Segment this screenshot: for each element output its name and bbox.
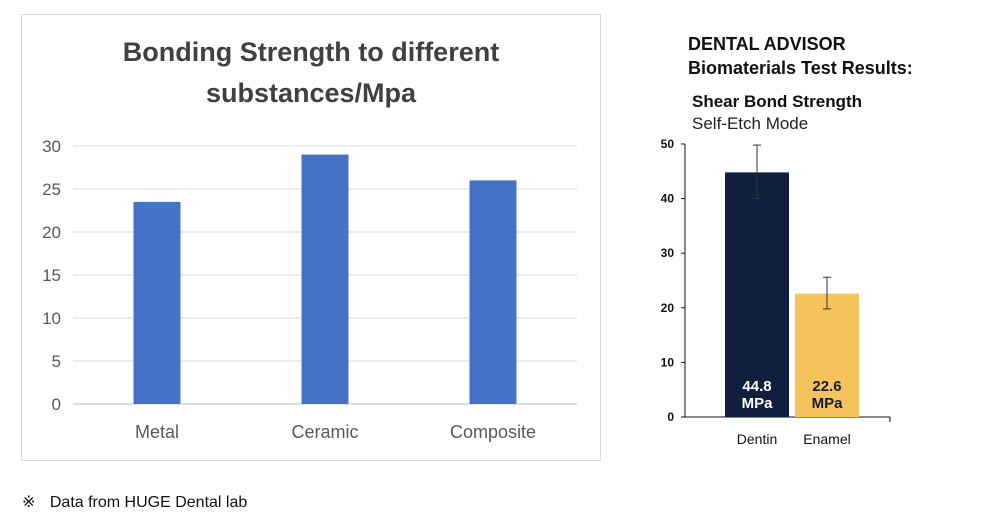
bar-metal <box>133 201 181 404</box>
reference-mark-icon: ※ <box>22 494 36 511</box>
y-tick-label: 15 <box>42 266 61 285</box>
value-label-dentin: 44.8 <box>742 378 771 395</box>
bar-composite <box>469 180 517 404</box>
left-chart-frame <box>21 14 601 461</box>
y-tick-label: 20 <box>661 301 675 315</box>
x-category-label: Composite <box>450 422 536 442</box>
x-category-label: Ceramic <box>291 422 358 442</box>
x-category-label: Dentin <box>737 431 777 447</box>
bar-ceramic <box>301 154 349 404</box>
bonding-strength-chart: Bonding Strength to different substances… <box>42 37 577 442</box>
metric-heading: Shear Bond Strength <box>692 92 862 111</box>
y-tick-label: 0 <box>52 395 61 414</box>
footnote: ※ Data from HUGE Dental lab <box>22 492 247 512</box>
y-tick-label: 5 <box>52 352 61 371</box>
y-tick-label: 20 <box>42 223 61 242</box>
chart-title-line-2: substances/Mpa <box>206 78 417 108</box>
brand-heading: DENTAL ADVISOR <box>688 34 846 54</box>
dental-advisor-chart: DENTAL ADVISOR Biomaterials Test Results… <box>661 34 913 447</box>
value-label-enamel: 22.6 <box>812 378 841 395</box>
x-category-label: Metal <box>135 422 179 442</box>
y-tick-label: 40 <box>661 192 675 206</box>
footnote-text: Data from HUGE Dental lab <box>49 494 248 511</box>
unit-label-enamel: MPa <box>812 395 844 412</box>
y-tick-label: 30 <box>42 137 61 156</box>
chart-title-line-1: Bonding Strength to different <box>123 37 499 67</box>
mode-heading: Self-Etch Mode <box>692 114 808 133</box>
bar-enamel <box>795 293 859 417</box>
bar-dentin <box>725 172 789 417</box>
y-tick-label: 50 <box>661 137 675 151</box>
x-category-label: Enamel <box>803 431 850 447</box>
y-tick-label: 10 <box>42 309 61 328</box>
y-tick-label: 10 <box>661 355 675 369</box>
unit-label-dentin: MPa <box>742 395 774 412</box>
y-tick-label: 30 <box>661 246 675 260</box>
y-tick-label: 25 <box>42 180 61 199</box>
y-tick-label: 0 <box>667 410 674 424</box>
results-heading: Biomaterials Test Results: <box>688 58 913 78</box>
